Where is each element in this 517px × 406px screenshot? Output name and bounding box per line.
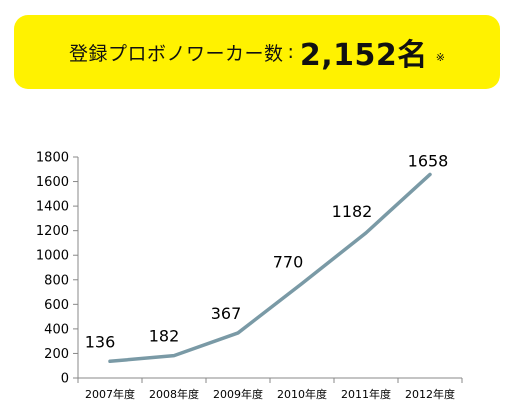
data-label: 136 [85, 332, 116, 351]
x-tick-label: 2007年度 [85, 387, 135, 401]
data-label: 770 [273, 252, 304, 271]
summary-banner: 登録プロボノワーカー数 : 2,152名 ※ [14, 15, 500, 89]
series-line [108, 172, 432, 364]
y-tick-label: 200 [44, 347, 69, 362]
y-tick-label: 1600 [36, 175, 69, 190]
y-tick-label: 400 [44, 322, 69, 337]
y-tick-label: 600 [44, 298, 69, 313]
y-tick-label: 1800 [36, 151, 69, 166]
banner-text: 登録プロボノワーカー数 : 2,152名 ※ [14, 15, 500, 89]
data-label: 1182 [332, 202, 373, 221]
data-label: 182 [149, 327, 180, 346]
banner-colon: : [287, 41, 294, 63]
banner-total-value: 2,152名 [299, 38, 428, 73]
x-tick-label: 2012年度 [405, 387, 455, 401]
y-tick-label: 1200 [36, 224, 69, 239]
banner-note-mark: ※ [435, 50, 446, 64]
data-label: 367 [211, 304, 242, 323]
x-tick-label: 2011年度 [341, 387, 391, 401]
x-tick-label: 2008年度 [149, 387, 199, 401]
y-tick-label: 1000 [36, 249, 69, 264]
y-tick-label: 800 [44, 273, 69, 288]
data-label: 1658 [408, 151, 449, 170]
y-tick-label: 1400 [36, 200, 69, 215]
x-tick-label: 2009年度 [213, 387, 263, 401]
x-tick-label: 2010年度 [277, 387, 327, 401]
y-tick-label: 0 [61, 372, 69, 387]
banner-label: 登録プロボノワーカー数 [68, 42, 284, 65]
